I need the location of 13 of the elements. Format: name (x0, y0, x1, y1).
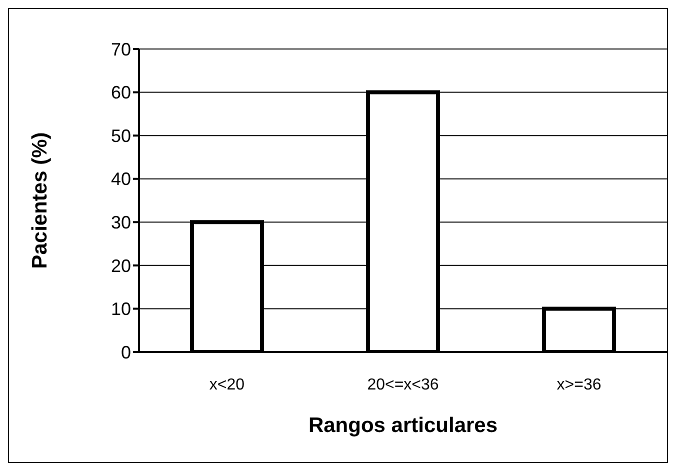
y-tick-label: 30 (110, 212, 131, 233)
y-tick-label: 70 (110, 39, 131, 60)
x-tick-label: 20<=x<36 (367, 376, 439, 394)
y-tick-label: 60 (110, 82, 131, 103)
y-tick-label: 40 (110, 169, 131, 190)
y-tick-label: 50 (110, 126, 131, 146)
y-tick-label: 20 (110, 256, 131, 276)
y-tick-label: 10 (110, 299, 131, 320)
y-axis-title: Pacientes (%) (28, 132, 52, 269)
x-axis-title: Rangos articulares (308, 414, 498, 437)
x-tick-label: x>=36 (556, 376, 602, 394)
x-tick-label: x<20 (209, 376, 245, 394)
y-tick-label: 0 (120, 342, 131, 362)
